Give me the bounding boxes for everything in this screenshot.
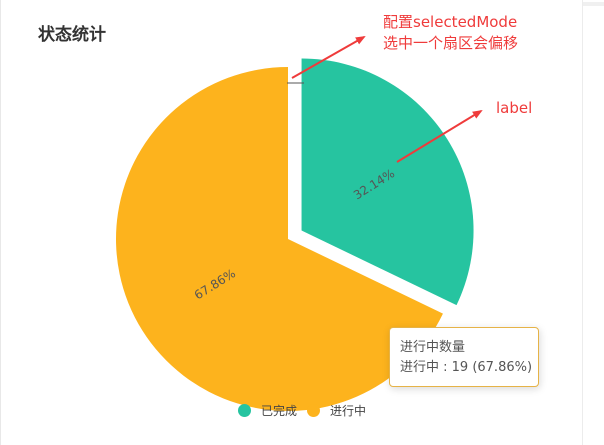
card-corner [583, 2, 604, 6]
tooltip-value: 进行中 : 19 (67.86%) [400, 360, 533, 375]
annotation-selected-mode: 配置selectedMode 选中一个扇区会偏移 [383, 12, 518, 54]
slice-in-progress[interactable] [115, 67, 443, 411]
arrow-selected-mode [291, 36, 366, 79]
legend-swatch-in-progress [307, 404, 321, 417]
card-border-left [0, 0, 1, 445]
legend-item-done[interactable]: 已完成 [238, 402, 297, 419]
legend-label-done: 已完成 [261, 404, 298, 418]
panel-title: 状态统计 [38, 25, 106, 45]
annotation-selected-mode-line1: 配置selectedMode [383, 13, 518, 31]
pie-slices [115, 58, 474, 411]
chart-tooltip: 进行中数量 进行中 : 19 (67.86%) [389, 327, 539, 387]
slice-done[interactable] [301, 58, 474, 306]
card-border-right [582, 0, 583, 445]
annotation-arrows [291, 36, 483, 163]
legend-swatch-done [238, 404, 251, 417]
arrow-label [396, 109, 483, 163]
annotation-selected-mode-line2: 选中一个扇区会偏移 [383, 34, 519, 52]
legend-label-in-progress: 进行中 [330, 404, 367, 418]
chart-legend: 已完成 进行中 [238, 402, 376, 419]
tooltip-title: 进行中数量 [400, 340, 466, 355]
annotation-label: label [496, 99, 533, 117]
legend-item-in-progress[interactable]: 进行中 [307, 402, 366, 419]
